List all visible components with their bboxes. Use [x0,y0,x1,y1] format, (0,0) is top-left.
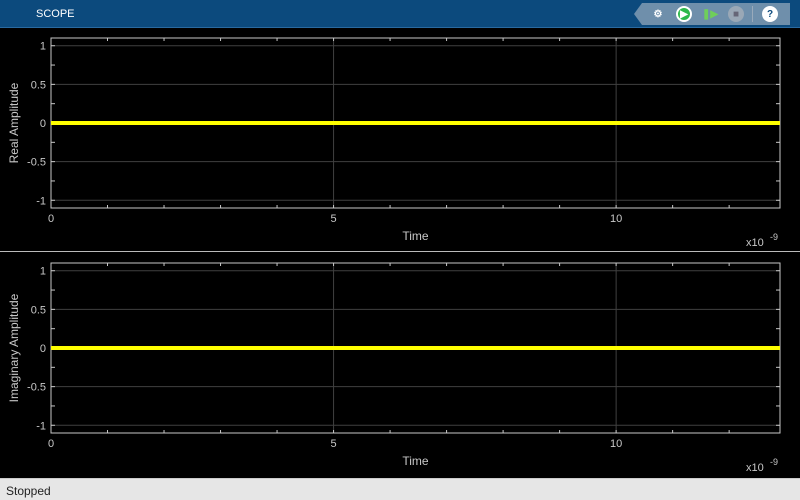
settings-icon[interactable]: ⚙ [653,8,663,20]
x-axis-label: Time [402,229,429,243]
y-tick-label: 0 [40,343,46,355]
x-tick-label: 5 [330,438,336,450]
y-tick-label: -0.5 [27,157,46,169]
toolbar-separator [752,6,753,22]
y-axis-label: Imaginary Amplitude [7,293,21,402]
x-exponent-base: x10 [746,462,764,474]
x-tick-label: 10 [610,213,622,225]
x-tick-label: 0 [48,213,54,225]
run-icon[interactable]: ▶ [676,6,692,22]
y-tick-label: -0.5 [27,382,46,394]
help-icon[interactable]: ? [762,6,778,22]
axes-1: 0 5 10 -1 -0.5 0 0.5 1 Time Real Amplitude x10 -9 [7,37,781,249]
x-tick-label: 0 [48,438,54,450]
axes-2: 0 5 10 -1 -0.5 0 0.5 1 Time Imaginary Amplitude x1… [7,262,781,474]
x-exponent-power: -9 [770,232,778,242]
y-axis-label: Real Amplitude [7,82,21,163]
toolstrip: ⚙ ▶ ❚▶ ■ ? [634,3,790,25]
stop-icon[interactable]: ■ [728,6,744,22]
y-tick-label: 1 [40,266,46,278]
y-tick-label: 1 [40,41,46,53]
status-bar: Stopped [0,478,800,500]
x-tick-label: 5 [330,213,336,225]
x-exponent-base: x10 [746,237,764,249]
title-bar: SCOPE ⚙ ▶ ❚▶ ■ ? [0,0,800,28]
x-exponent-power: -9 [770,457,778,467]
x-tick-label: 10 [610,438,622,450]
step-forward-icon[interactable]: ❚▶ [701,8,719,20]
y-tick-label: -1 [36,420,46,432]
status-text: Stopped [6,484,51,498]
y-tick-label: 0.5 [31,304,46,316]
plot-divider [0,251,800,252]
y-tick-label: -1 [36,195,46,207]
window-title: SCOPE [36,8,75,20]
y-tick-label: 0 [40,118,46,130]
x-axis-label: Time [402,454,429,468]
y-tick-label: 0.5 [31,79,46,91]
